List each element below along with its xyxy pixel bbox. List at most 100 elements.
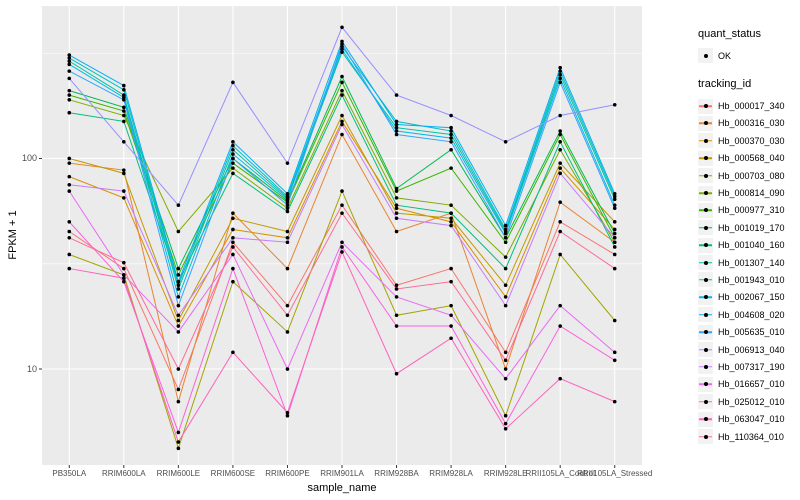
data-point (67, 69, 72, 73)
data-point (558, 376, 562, 381)
data-point (394, 122, 399, 127)
data-point (340, 80, 344, 85)
data-point (612, 240, 617, 245)
point-glyph-icon (703, 417, 708, 422)
data-point (67, 174, 72, 179)
point-glyph-icon (703, 104, 708, 109)
data-point (503, 421, 508, 426)
data-point (394, 283, 399, 288)
data-point (67, 53, 72, 57)
data-point (231, 171, 235, 176)
point-glyph-icon (703, 364, 708, 369)
x-tick-label: RRIM600LE (156, 469, 201, 478)
point-glyph-icon (703, 295, 708, 300)
data-point (67, 220, 72, 224)
legend-label: Hb_000977_310 (718, 205, 785, 216)
point-glyph-icon (703, 121, 708, 126)
data-point (340, 189, 344, 193)
point-glyph-icon (703, 138, 708, 143)
data-point (122, 113, 126, 118)
data-point (340, 42, 344, 46)
legend-key-line-icon (698, 324, 713, 340)
data-point (285, 235, 290, 240)
data-point (394, 287, 399, 291)
legend-key-line-icon (698, 202, 713, 218)
data-point (449, 266, 453, 271)
data-point (67, 235, 72, 240)
data-point (394, 324, 399, 328)
y-tick-label: 10 (26, 364, 37, 374)
data-point (340, 44, 344, 49)
legend-label: Hb_005635_010 (718, 327, 785, 338)
data-point (558, 140, 562, 144)
data-point (122, 140, 126, 144)
legend-label: Hb_000703_080 (718, 170, 785, 181)
data-point (612, 350, 617, 355)
data-point (285, 203, 290, 207)
data-point (231, 252, 235, 257)
data-point (558, 129, 562, 133)
legend-label: Hb_007317_190 (718, 361, 785, 372)
data-point (449, 166, 453, 170)
point-glyph-icon (703, 277, 708, 282)
legend-title-tracking-id: tracking_id (698, 78, 752, 91)
legend-item-Hb_000977_310: Hb_000977_310 (698, 202, 798, 219)
data-point (176, 303, 181, 308)
legend-label: Hb_000370_030 (718, 135, 785, 146)
legend-item-Hb_016657_010: Hb_016657_010 (698, 376, 798, 393)
legend-label: Hb_110364_010 (718, 431, 784, 442)
point-glyph-icon (703, 434, 708, 439)
data-point (231, 140, 235, 144)
data-point (394, 129, 399, 133)
data-point (285, 240, 290, 245)
legend-key-line-icon (698, 168, 713, 184)
legend-label-ok: OK (718, 50, 732, 61)
data-point (122, 273, 126, 277)
data-point (503, 295, 508, 299)
data-point (503, 283, 508, 288)
data-point (340, 203, 344, 207)
data-point (122, 83, 126, 88)
data-point (503, 358, 508, 363)
data-point (67, 93, 72, 97)
data-point (340, 250, 344, 254)
data-point (122, 260, 126, 265)
data-point (340, 211, 344, 215)
data-point (285, 313, 290, 318)
data-point (340, 39, 344, 44)
data-point (612, 231, 617, 236)
data-point (612, 245, 617, 249)
data-point (122, 87, 126, 92)
data-point (558, 69, 562, 73)
data-point (231, 227, 235, 232)
legend-label: Hb_001040_160 (718, 240, 785, 251)
data-point (449, 324, 453, 328)
data-point (231, 147, 235, 152)
data-point (503, 266, 508, 271)
legend-key-line-icon (698, 307, 713, 323)
data-point (558, 324, 562, 328)
data-point (394, 371, 399, 376)
legend-item-Hb_002067_150: Hb_002067_150 (698, 289, 798, 306)
data-point (231, 211, 235, 215)
data-point (231, 350, 235, 355)
point-glyph-icon (703, 191, 708, 196)
legend-key-line-icon (698, 342, 713, 358)
data-point (558, 113, 562, 118)
point-glyph-icon (703, 399, 708, 404)
legend-label: Hb_000814_090 (718, 188, 785, 199)
legend-item-Hb_000703_080: Hb_000703_080 (698, 167, 798, 184)
legend-key-line-icon (698, 411, 713, 427)
data-point (503, 427, 508, 431)
legend-label: Hb_000568_040 (718, 153, 785, 164)
data-point (67, 189, 72, 193)
data-point (503, 350, 508, 355)
point-glyph-icon (703, 347, 708, 352)
data-point (231, 143, 235, 148)
data-point (122, 279, 126, 284)
legend-label: Hb_000017_340 (718, 101, 785, 112)
data-point (558, 229, 562, 234)
legend-label: Hb_001943_010 (718, 274, 785, 285)
data-point (449, 136, 453, 140)
